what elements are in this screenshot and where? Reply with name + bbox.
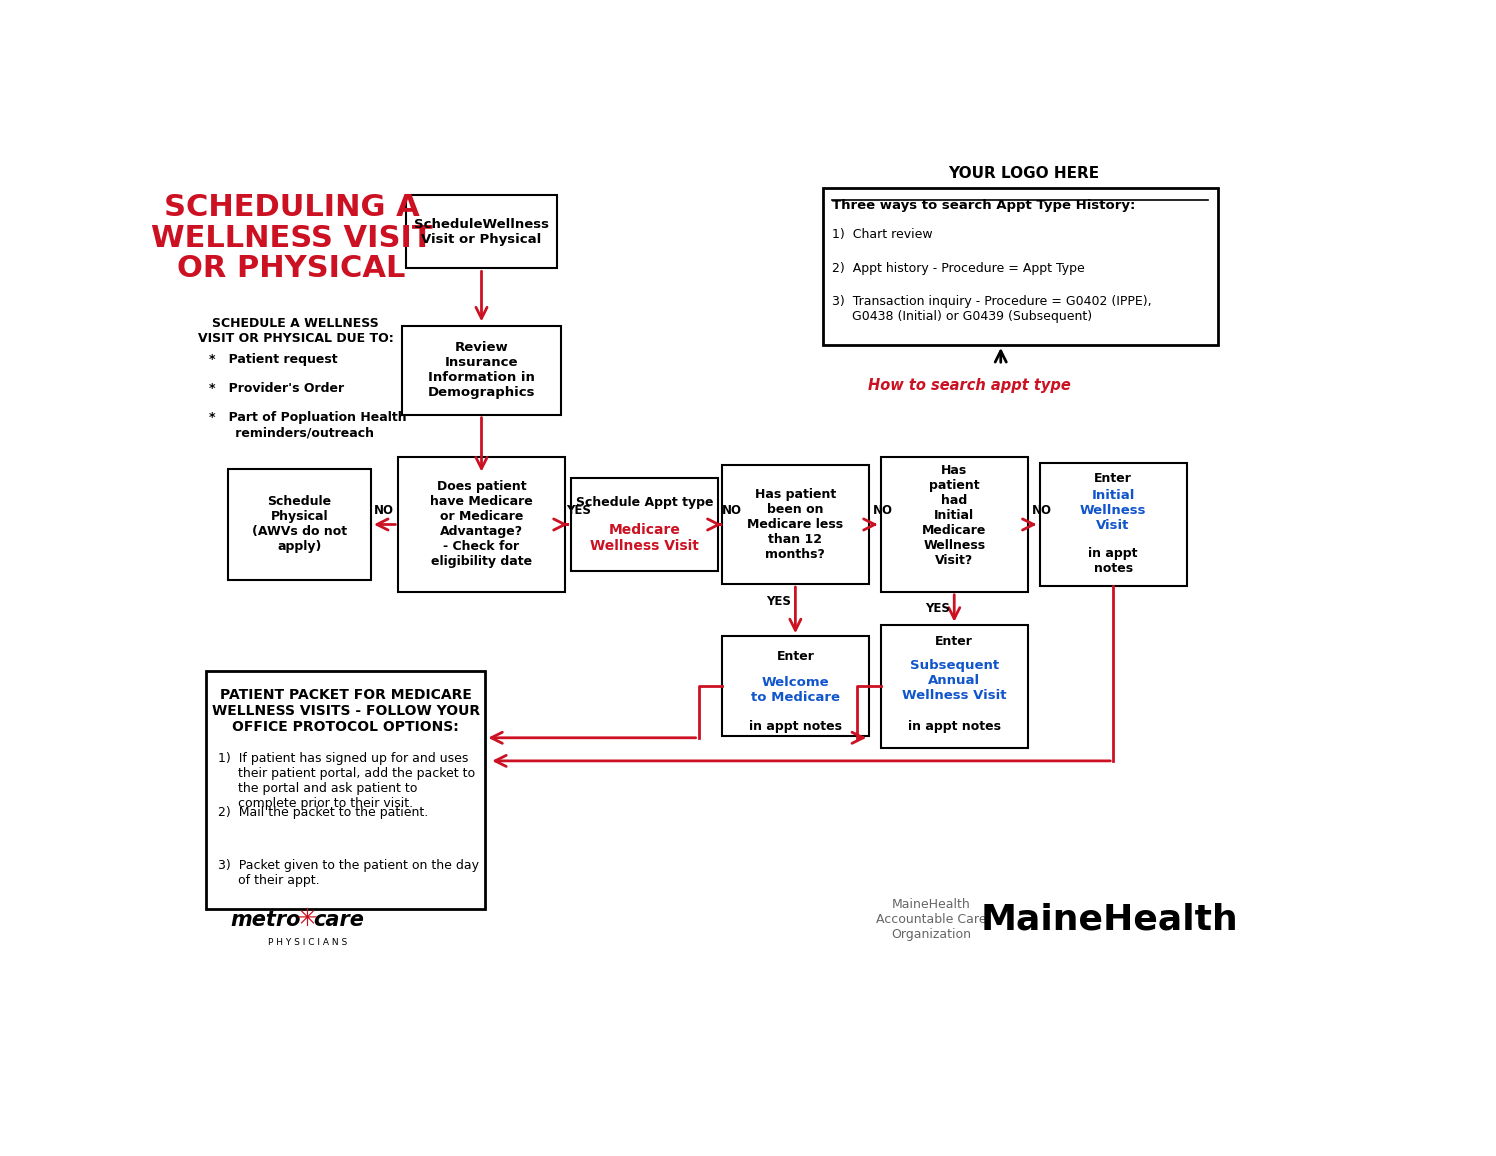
Text: metro: metro	[230, 910, 301, 929]
Text: MaineHealth
Accountable Care
Organization: MaineHealth Accountable Care Organizatio…	[875, 898, 986, 941]
Text: 2)  Mail the packet to the patient.: 2) Mail the packet to the patient.	[218, 806, 428, 818]
Text: care: care	[313, 910, 364, 929]
Text: SCHEDULE A WELLNESS
VISIT OR PHYSICAL DUE TO:: SCHEDULE A WELLNESS VISIT OR PHYSICAL DU…	[197, 317, 393, 344]
Text: YES: YES	[567, 504, 591, 517]
Text: P H Y S I C I A N S: P H Y S I C I A N S	[268, 939, 347, 947]
Text: 1)  If patient has signed up for and uses
     their patient portal, add the pac: 1) If patient has signed up for and uses…	[218, 751, 476, 809]
Text: ScheduleWellness
Visit or Physical: ScheduleWellness Visit or Physical	[414, 217, 549, 246]
Text: Enter: Enter	[1094, 472, 1132, 484]
Bar	[721, 465, 869, 584]
Text: Subsequent
Annual
Wellness Visit: Subsequent Annual Wellness Visit	[902, 659, 1007, 702]
Bar	[206, 670, 485, 910]
Text: Schedule Appt type: Schedule Appt type	[576, 496, 714, 510]
Text: YES: YES	[766, 594, 791, 608]
Bar	[881, 457, 1028, 592]
Bar	[398, 457, 565, 592]
Text: Schedule
Physical
(AWVs do not
apply): Schedule Physical (AWVs do not apply)	[251, 496, 347, 554]
Text: Enter: Enter	[776, 651, 814, 664]
Text: Medicare
Wellness Visit: Medicare Wellness Visit	[589, 524, 699, 554]
Bar	[227, 468, 371, 580]
Bar	[1040, 462, 1186, 586]
Text: Enter: Enter	[935, 635, 974, 649]
Text: NO: NO	[374, 504, 395, 517]
Bar	[570, 479, 718, 571]
Text: ✳: ✳	[296, 907, 317, 932]
Text: *   Patient request: * Patient request	[209, 353, 337, 365]
Text: in appt notes: in appt notes	[908, 720, 1001, 733]
Text: NO: NO	[874, 504, 893, 517]
Text: 2)  Appt history - Procedure = Appt Type: 2) Appt history - Procedure = Appt Type	[832, 261, 1085, 274]
Text: Initial
Wellness
Visit: Initial Wellness Visit	[1080, 489, 1146, 532]
Text: NO: NO	[723, 504, 742, 517]
Text: 3)  Packet given to the patient on the day
     of their appt.: 3) Packet given to the patient on the da…	[218, 859, 479, 888]
Text: Initial
Medicare
Wellness
Visit?: Initial Medicare Wellness Visit?	[922, 510, 986, 568]
Text: *   Part of Popluation Health
      reminders/outreach: * Part of Popluation Health reminders/ou…	[209, 412, 407, 439]
Text: MaineHealth: MaineHealth	[980, 903, 1239, 936]
Text: Does patient
have Medicare
or Medicare
Advantage?
- Check for
eligibility date: Does patient have Medicare or Medicare A…	[431, 481, 533, 569]
Text: How to search appt type: How to search appt type	[868, 378, 1071, 393]
Text: YES: YES	[925, 602, 950, 615]
Text: Review
Insurance
Information in
Demographics: Review Insurance Information in Demograp…	[428, 341, 536, 400]
Bar	[721, 636, 869, 736]
Text: PATIENT PACKET FOR MEDICARE
WELLNESS VISITS - FOLLOW YOUR
OFFICE PROTOCOL OPTION: PATIENT PACKET FOR MEDICARE WELLNESS VIS…	[212, 688, 480, 734]
Text: SCHEDULING A
WELLNESS VISIT
OR PHYSICAL: SCHEDULING A WELLNESS VISIT OR PHYSICAL	[151, 193, 432, 283]
Text: Welcome
to Medicare: Welcome to Medicare	[751, 676, 839, 704]
Bar	[405, 195, 557, 268]
Bar	[881, 624, 1028, 748]
Bar	[402, 326, 561, 415]
Bar	[823, 187, 1218, 346]
Text: 1)  Chart review: 1) Chart review	[832, 228, 932, 240]
Text: YOUR LOGO HERE: YOUR LOGO HERE	[948, 166, 1100, 181]
Text: 3)  Transaction inquiry - Procedure = G0402 (IPPE),
     G0438 (Initial) or G043: 3) Transaction inquiry - Procedure = G04…	[832, 296, 1152, 324]
Text: Has patient
been on
Medicare less
than 12
months?: Has patient been on Medicare less than 1…	[748, 488, 844, 561]
Text: NO: NO	[1032, 504, 1052, 517]
Text: in appt
notes: in appt notes	[1089, 548, 1138, 576]
Text: *   Provider's Order: * Provider's Order	[209, 381, 344, 395]
Text: Has
patient
had: Has patient had	[929, 465, 980, 507]
Text: Three ways to search Appt Type History:: Three ways to search Appt Type History:	[832, 199, 1135, 213]
Text: in appt notes: in appt notes	[749, 720, 842, 733]
